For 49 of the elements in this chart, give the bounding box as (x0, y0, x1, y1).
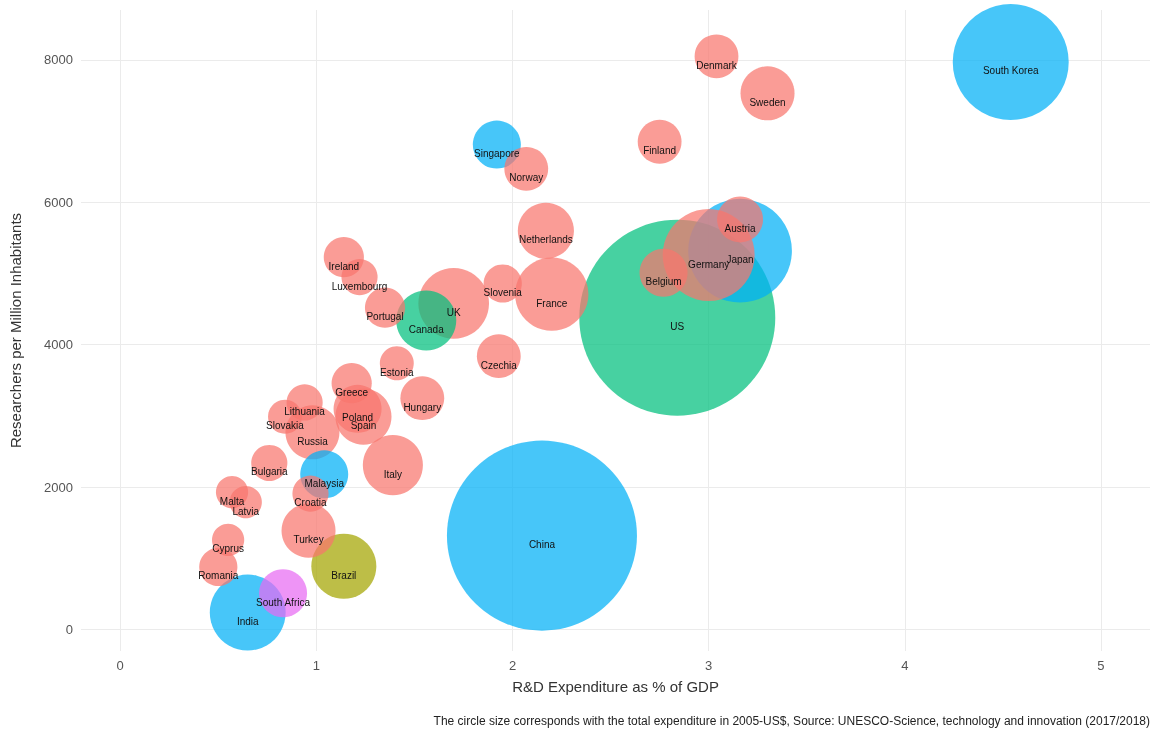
annotation: Russia (297, 435, 329, 447)
annotation: Finland (643, 145, 677, 157)
annotation: Netherlands (518, 234, 573, 246)
annotation: Sweden (749, 96, 786, 108)
annotation: Estonia (380, 366, 414, 378)
annotation: Denmark (696, 59, 738, 71)
annotation: Portugal (366, 311, 404, 323)
annotation: Austria (724, 222, 757, 234)
annotation: Luxembourg (331, 280, 388, 292)
x-tick-label: 5 (1097, 658, 1105, 673)
x-tick-label: 1 (312, 658, 320, 673)
annotation: South Korea (982, 65, 1039, 77)
annotation: Slovakia (266, 420, 305, 432)
y-tick-label: 0 (65, 622, 73, 638)
annotation: Singapore (474, 148, 521, 160)
annotation: South Africa (256, 596, 311, 608)
y-axis-title: Researchers per Million Inhabitants (7, 212, 24, 449)
annotation: Italy (383, 468, 403, 480)
x-tick-label: 0 (116, 658, 124, 673)
annotation: India (236, 616, 259, 628)
x-tick-label: 2 (508, 658, 517, 673)
annotation: Hungary (403, 401, 442, 413)
annotation: Lithuania (284, 405, 326, 417)
annotation: Latvia (232, 505, 260, 517)
annotation: Belgium (645, 276, 682, 288)
y-tick-label: 2000 (44, 479, 73, 495)
annotation: Czechia (480, 359, 518, 371)
annotation: Brazil (331, 569, 357, 581)
annotation: Norway (509, 172, 544, 184)
annotation: Bulgaria (250, 466, 289, 478)
y-tick-label: 4000 (44, 337, 73, 353)
annotation: Ireland (328, 260, 360, 272)
annotation: Slovenia (483, 286, 523, 298)
y-tick-label: 6000 (44, 194, 73, 210)
annotation: Croatia (294, 497, 328, 509)
x-tick-label: 3 (705, 658, 713, 673)
annotation: Malta (219, 495, 245, 507)
annotation: France (536, 297, 568, 309)
text: The circle size corresponds with the total expenditure in 2005-US$, Source: UNESCO-Science, technology and innovation (2017/2018) (433, 714, 1151, 728)
annotation: Cyprus (212, 543, 244, 555)
y-tick-label: 8000 (44, 52, 73, 68)
annotation: Romania (198, 570, 239, 582)
x-tick-label: 4 (901, 658, 909, 673)
x-axis-title: R&D Expenditure as % of GDP (512, 678, 719, 695)
annotation: Turkey (293, 534, 324, 546)
annotation: US (670, 321, 685, 333)
annotation: China (528, 539, 556, 551)
annotation: Greece (335, 386, 369, 398)
annotation: Canada (408, 324, 445, 336)
